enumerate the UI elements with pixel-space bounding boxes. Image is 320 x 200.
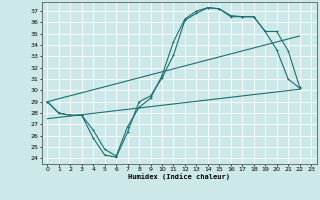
X-axis label: Humidex (Indice chaleur): Humidex (Indice chaleur) <box>128 173 230 180</box>
